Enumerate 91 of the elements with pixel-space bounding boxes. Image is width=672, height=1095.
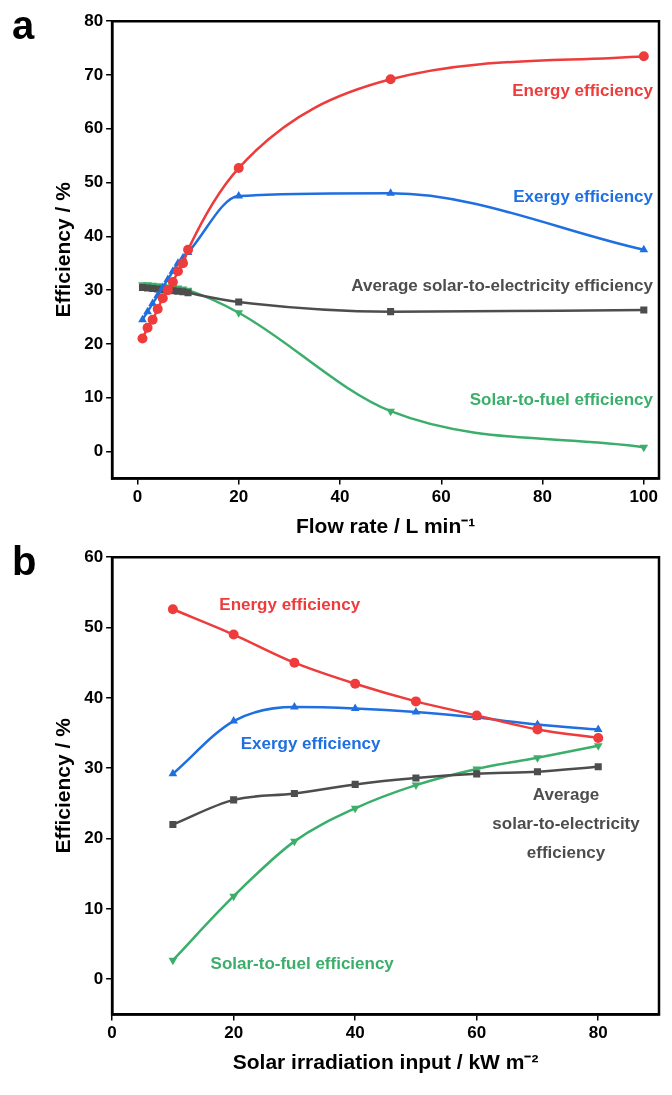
- series-label: Energy efficiency: [512, 80, 654, 100]
- y-tick-label: 80: [84, 10, 104, 30]
- y-tick-label: 60: [84, 546, 104, 566]
- y-tick-label: 20: [84, 828, 104, 848]
- point: [172, 266, 183, 277]
- y-tick-label: 30: [84, 757, 104, 777]
- point: [290, 702, 299, 710]
- point: [289, 657, 300, 668]
- point: [385, 74, 396, 85]
- point: [157, 293, 168, 304]
- text: b: [12, 539, 37, 584]
- point: [351, 780, 359, 788]
- point: [228, 629, 239, 640]
- y-tick-label: 0: [93, 441, 104, 461]
- point: [143, 306, 152, 315]
- series-label: Solar-to-fuel efficiency: [469, 390, 654, 410]
- x-axis-title: Flow rate / L min⁻¹: [295, 514, 476, 538]
- point: [386, 408, 395, 417]
- x-tick-label: 20: [224, 1023, 244, 1043]
- y-tick-label: 40: [84, 226, 104, 246]
- point: [234, 191, 244, 199]
- point: [533, 755, 542, 763]
- y-tick-label: 10: [84, 387, 104, 407]
- y-axis-title: Efficiency / %: [51, 717, 75, 854]
- point: [593, 732, 604, 743]
- point: [230, 796, 238, 804]
- point: [169, 820, 177, 829]
- point: [152, 303, 163, 314]
- point: [386, 188, 395, 196]
- point: [387, 308, 395, 316]
- x-tick-label: 20: [229, 487, 249, 507]
- x-tick-label: 40: [330, 487, 350, 507]
- point: [639, 244, 649, 253]
- point: [350, 703, 360, 711]
- point: [638, 51, 649, 62]
- series-label: Solar-to-fuel efficiency: [210, 953, 395, 973]
- point: [593, 743, 603, 751]
- y-tick-label: 50: [84, 617, 104, 637]
- point: [639, 444, 649, 453]
- x-axis-title: Solar irradiation input / kW m⁻²: [232, 1050, 539, 1074]
- point: [138, 314, 147, 323]
- point: [178, 258, 188, 269]
- x-tick-label: 100: [629, 487, 658, 507]
- point: [229, 893, 238, 902]
- point: [167, 277, 178, 288]
- series-label: Exergy efficiency: [513, 186, 654, 206]
- point: [411, 706, 421, 715]
- x-tick-label: 40: [345, 1023, 365, 1043]
- x-tick-label: 60: [431, 487, 451, 507]
- y-tick-label: 20: [84, 333, 104, 353]
- point: [137, 333, 148, 344]
- point: [350, 678, 361, 689]
- series-label: Exergy efficiency: [240, 734, 382, 754]
- x-tick-label: 60: [467, 1023, 487, 1043]
- point: [473, 770, 481, 778]
- y-tick-label: 30: [84, 279, 104, 299]
- point: [233, 163, 244, 174]
- y-tick-label: 10: [84, 898, 104, 918]
- y-tick-label: 60: [84, 118, 104, 138]
- point: [350, 805, 360, 814]
- x-tick-label: 80: [588, 1023, 608, 1043]
- y-axis-title: Efficiency / %: [51, 181, 75, 318]
- point: [229, 716, 238, 724]
- point: [235, 298, 243, 306]
- point: [593, 724, 603, 733]
- x-tick-label: 80: [533, 487, 552, 507]
- point: [532, 724, 543, 735]
- series-label: Energy efficiency: [219, 595, 361, 615]
- point: [411, 782, 421, 791]
- point: [640, 306, 648, 314]
- point: [234, 310, 244, 318]
- series-label: Average solar-to-electricity efficiency: [351, 276, 654, 296]
- y-tick-label: 0: [93, 968, 104, 988]
- point: [142, 322, 153, 333]
- y-tick-label: 40: [84, 687, 104, 707]
- point: [290, 790, 298, 798]
- point: [168, 957, 178, 966]
- point: [533, 768, 541, 776]
- y-tick-label: 70: [84, 64, 104, 84]
- point: [412, 774, 420, 782]
- series-label: Average solar-to-electricity efficiency: [492, 784, 641, 862]
- point: [410, 696, 421, 707]
- point: [290, 838, 299, 847]
- x-tick-label: 0: [132, 487, 143, 507]
- x-tick-label: 0: [107, 1023, 117, 1043]
- y-tick-label: 50: [84, 172, 104, 192]
- point: [594, 763, 602, 771]
- point: [147, 314, 158, 325]
- point: [167, 604, 178, 615]
- point: [168, 768, 178, 777]
- text: a: [12, 3, 35, 48]
